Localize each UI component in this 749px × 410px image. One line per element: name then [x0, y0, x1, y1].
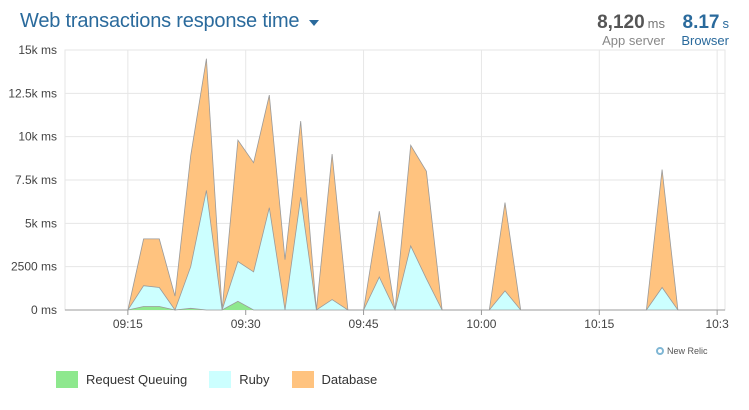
app-server-unit: ms — [647, 16, 665, 31]
legend-label-database: Database — [321, 372, 378, 387]
x-tick-label: 09:30 — [231, 317, 261, 331]
series-area-request-queuing — [65, 301, 725, 310]
legend-item-request-queuing[interactable]: Request Queuing — [56, 371, 187, 388]
browser-metric[interactable]: 8.17 s Browser — [681, 12, 729, 48]
x-tick-label: 09:45 — [349, 317, 379, 331]
y-tick-label: 5k ms — [25, 216, 57, 230]
app-server-value: 8,120 — [597, 12, 645, 33]
x-tick-label: 10:3 — [705, 317, 729, 331]
legend-swatch-database — [291, 371, 314, 388]
series-area-database — [65, 58, 725, 311]
legend-item-database[interactable]: Database — [291, 371, 378, 388]
legend-label-ruby: Ruby — [239, 372, 270, 387]
y-tick-label: 2500 ms — [11, 260, 57, 274]
series-area-request-queuing-line — [65, 300, 725, 311]
x-tick-label: 10:15 — [584, 317, 614, 331]
y-tick-label: 7.5k ms — [15, 173, 57, 187]
x-tick-label: 10:00 — [466, 317, 496, 331]
browser-unit: s — [722, 16, 730, 31]
chevron-down-icon[interactable] — [309, 20, 320, 26]
x-tick-label: 09:15 — [113, 317, 143, 331]
y-tick-label: 10k ms — [18, 130, 57, 144]
legend-swatch-ruby — [209, 371, 232, 388]
chart-title[interactable]: Web transactions response time — [20, 10, 300, 32]
legend-item-ruby[interactable]: Ruby — [209, 371, 270, 388]
series-area-ruby — [65, 190, 725, 310]
browser-label: Browser — [681, 33, 729, 48]
chart-header: Web transactions response time — [20, 10, 320, 33]
legend-label-request-queuing: Request Queuing — [86, 372, 188, 387]
new-relic-logo-icon — [656, 347, 664, 355]
y-tick-label: 12.5k ms — [8, 86, 57, 100]
browser-value: 8.17 — [682, 12, 720, 33]
new-relic-watermark: New Relic — [656, 346, 708, 356]
app-server-label: App server — [602, 33, 665, 48]
watermark-text: New Relic — [667, 346, 708, 356]
y-tick-label: 15k ms — [18, 43, 57, 57]
app-server-metric: 8,120 ms App server — [597, 12, 665, 48]
chart-legend: Request Queuing Ruby Database — [56, 371, 399, 388]
legend-swatch-request-queuing — [56, 371, 78, 388]
y-tick-label: 0 ms — [31, 303, 57, 317]
